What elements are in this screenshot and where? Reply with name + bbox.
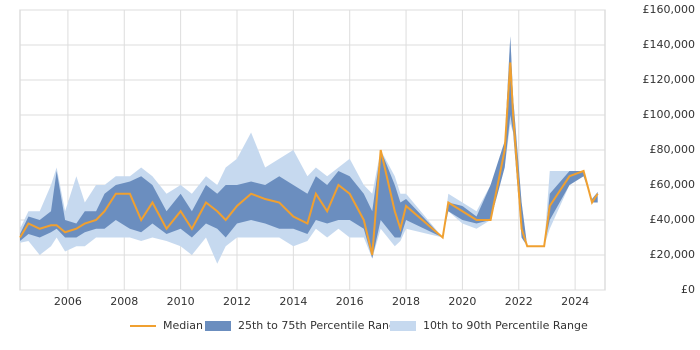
median-line <box>19 62 599 256</box>
x-tick-label: 2006 <box>54 295 82 308</box>
x-tick-label: 2020 <box>448 295 476 308</box>
x-tick-label: 2022 <box>505 295 533 308</box>
range-band <box>20 36 598 259</box>
y-tick-label: £80,000 <box>650 143 696 156</box>
x-tick-label: 2012 <box>223 295 251 308</box>
y-tick-label: £120,000 <box>643 73 696 86</box>
y-tick-label: £40,000 <box>650 213 696 226</box>
y-tick-label: £60,000 <box>650 178 696 191</box>
x-tick-label: 2010 <box>167 295 195 308</box>
legend-label: Median <box>163 319 203 332</box>
legend-swatch <box>205 321 231 331</box>
legend-swatch <box>390 321 416 331</box>
x-tick-label: 2008 <box>110 295 138 308</box>
y-tick-label: £20,000 <box>650 248 696 261</box>
y-tick-label: £0 <box>681 283 695 296</box>
y-tick-label: £100,000 <box>643 108 696 121</box>
y-tick-label: £160,000 <box>643 3 696 16</box>
legend-label: 10th to 90th Percentile Range <box>423 319 588 332</box>
y-tick-label: £140,000 <box>643 38 696 51</box>
x-tick-label: 2018 <box>392 295 420 308</box>
x-tick-label: 2024 <box>561 295 589 308</box>
legend-label: 25th to 75th Percentile Range <box>238 319 403 332</box>
x-tick-label: 2014 <box>279 295 307 308</box>
x-tick-label: 2016 <box>336 295 364 308</box>
